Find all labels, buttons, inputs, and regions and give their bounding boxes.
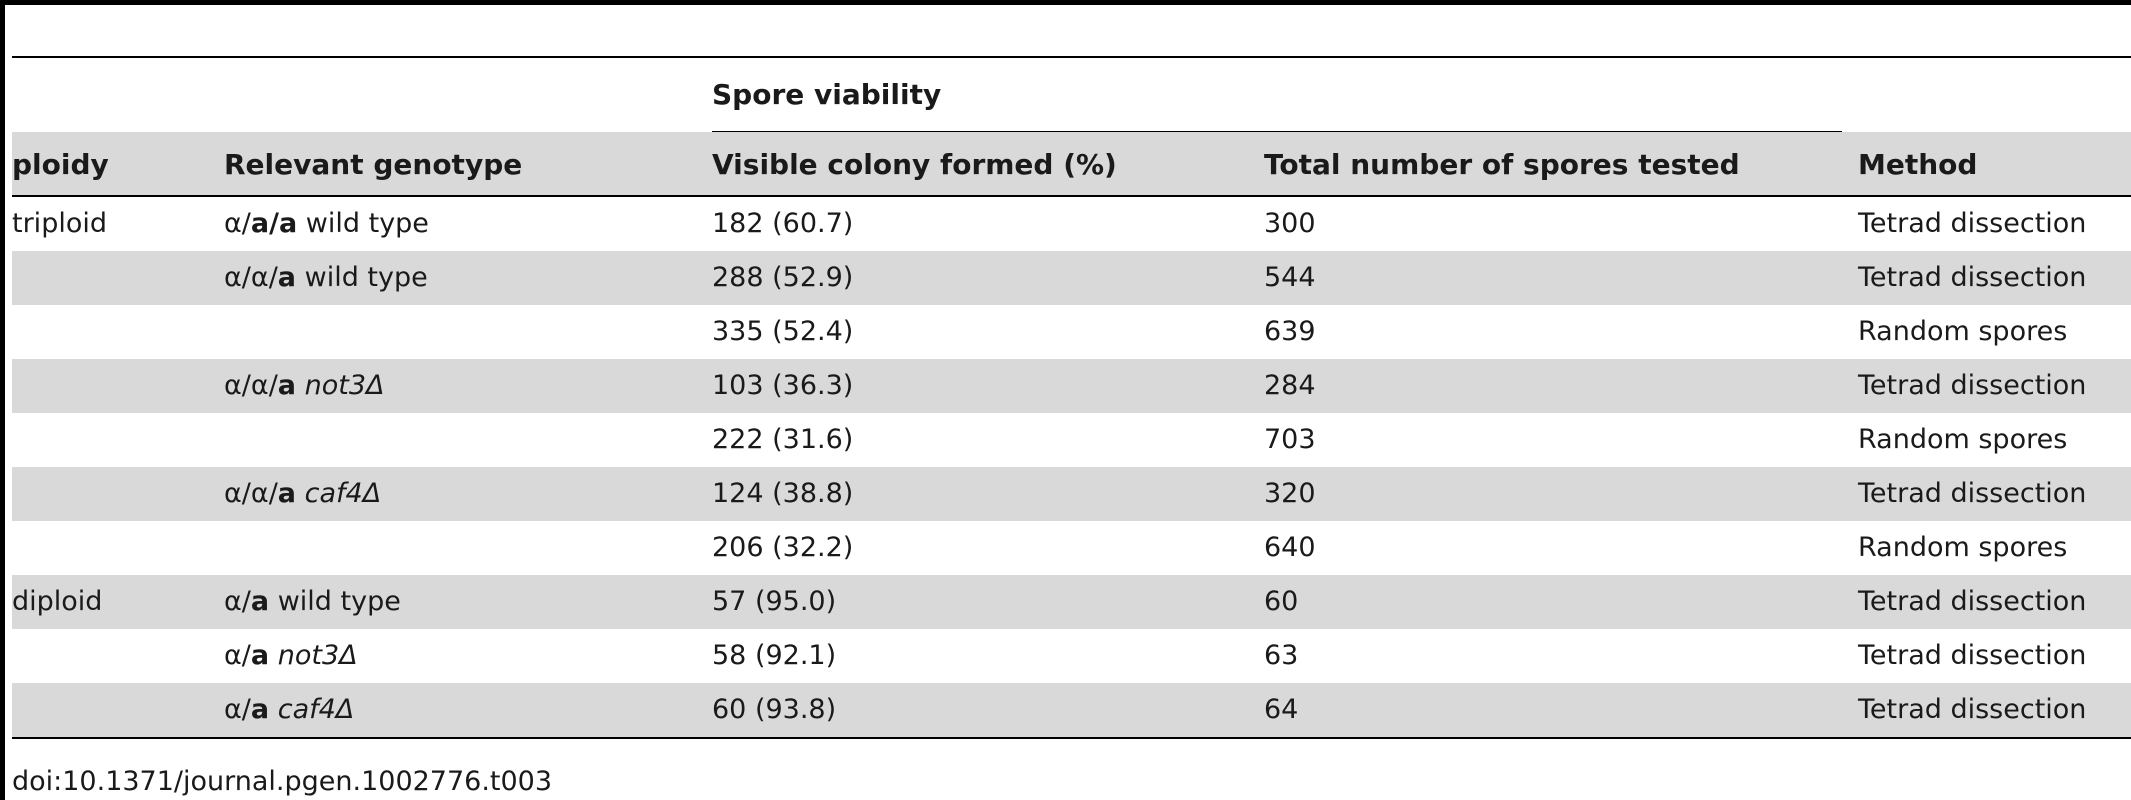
cell-method: Tetrad dissection [1858,640,2087,671]
genotype-rest: wild type [269,586,401,617]
genotype-prefix: α/ [224,208,251,239]
column-header-ploidy: ploidy [12,148,109,181]
table-row: 206 (32.2) 640 Random spores [12,521,2131,575]
cell-method: Random spores [1858,424,2068,455]
cell-method: Tetrad dissection [1858,694,2087,725]
cell-genotype: α/a caf4Δ [224,694,354,725]
table-row: α/α/a not3Δ 103 (36.3) 284 Tetrad dissectio… [12,359,2131,413]
genotype-prefix: α/α/ [224,262,278,293]
genotype-rest: wild type [296,262,428,293]
table-bottom-rule [12,737,2131,739]
table-row: α/α/a wild type 288 (52.9) 544 Tetrad disse… [12,251,2131,305]
cell-total: 64 [1264,694,1299,725]
group-header-row: Spore viability [12,58,2131,133]
table-row: diploid α/a wild type 57 (95.0) 60 Tetrad di… [12,575,2131,629]
table-row: 222 (31.6) 703 Random spores [12,413,2131,467]
cell-colony: 222 (31.6) [712,424,854,455]
genotype-italic: caf4Δ [277,694,355,725]
cell-total: 320 [1264,478,1316,509]
header-rule [12,195,2131,197]
table-row: α/a not3Δ 58 (92.1) 63 Tetrad dissection [12,629,2131,683]
cell-method: Random spores [1858,532,2068,563]
genotype-bold: a/a [250,208,298,239]
left-border [0,0,5,800]
genotype-italic: caf4Δ [304,478,382,509]
genotype-bold: a [250,640,270,671]
column-header-genotype: Relevant genotype [224,148,523,181]
cell-genotype: α/a wild type [224,586,401,617]
genotype-rest: wild type [297,208,429,239]
genotype-bold: a [277,478,297,509]
table-row: 335 (52.4) 639 Random spores [12,305,2131,359]
cell-total: 63 [1264,640,1299,671]
genotype-rest [269,694,278,725]
genotype-prefix: α/ [224,640,251,671]
genotype-bold: a [250,586,270,617]
cell-total: 284 [1264,370,1316,401]
cell-genotype: α/α/a not3Δ [224,370,385,401]
table-row: α/a caf4Δ 60 (93.8) 64 Tetrad dissection [12,683,2131,737]
cell-method: Tetrad dissection [1858,478,2087,509]
cell-colony: 58 (92.1) [712,640,837,671]
cell-genotype: α/α/a wild type [224,262,428,293]
cell-method: Random spores [1858,316,2068,347]
cell-method: Tetrad dissection [1858,586,2087,617]
genotype-prefix: α/α/ [224,478,278,509]
table-body: triploid α/a/a wild type 182 (60.7) 300 Tetr… [12,197,2131,737]
top-border [0,0,2131,5]
cell-total: 703 [1264,424,1316,455]
cell-method: Tetrad dissection [1858,262,2087,293]
genotype-prefix: α/ [224,586,251,617]
cell-colony: 60 (93.8) [712,694,837,725]
cell-total: 60 [1264,586,1299,617]
table-top-rule [12,56,2131,58]
genotype-prefix: α/ [224,694,251,725]
cell-total: 300 [1264,208,1316,239]
cell-colony: 335 (52.4) [712,316,854,347]
cell-method: Tetrad dissection [1858,370,2087,401]
genotype-bold: a [250,694,270,725]
cell-total: 640 [1264,532,1316,563]
genotype-bold: a [277,370,297,401]
column-header-total: Total number of spores tested [1264,148,1740,181]
column-header-colony: Visible colony formed (%) [712,148,1117,181]
cell-colony: 57 (95.0) [712,586,837,617]
genotype-italic: not3Δ [304,370,385,401]
cell-colony: 124 (38.8) [712,478,854,509]
cell-colony: 206 (32.2) [712,532,854,563]
column-header-method: Method [1858,148,1978,181]
genotype-rest [296,370,305,401]
cell-genotype: α/a/a wild type [224,208,429,239]
genotype-bold: a [277,262,297,293]
cell-genotype: α/α/a caf4Δ [224,478,381,509]
genotype-rest [296,478,305,509]
genotype-italic: not3Δ [277,640,358,671]
genotype-prefix: α/α/ [224,370,278,401]
genotype-rest [269,640,278,671]
cell-ploidy: triploid [12,208,107,239]
cell-genotype: α/a not3Δ [224,640,358,671]
table-row: triploid α/a/a wild type 182 (60.7) 300 Tetr… [12,197,2131,251]
cell-total: 544 [1264,262,1316,293]
cell-colony: 182 (60.7) [712,208,854,239]
table-row: α/α/a caf4Δ 124 (38.8) 320 Tetrad dissectio… [12,467,2131,521]
cell-total: 639 [1264,316,1316,347]
doi-footer: doi:10.1371/journal.pgen.1002776.t003 [12,766,553,797]
cell-ploidy: diploid [12,586,103,617]
cell-colony: 288 (52.9) [712,262,854,293]
column-header-row: ploidy Relevant genotype Visible colony … [12,132,2131,195]
cell-method: Tetrad dissection [1858,208,2087,239]
cell-colony: 103 (36.3) [712,370,854,401]
group-header-spore-viability: Spore viability [712,78,942,111]
